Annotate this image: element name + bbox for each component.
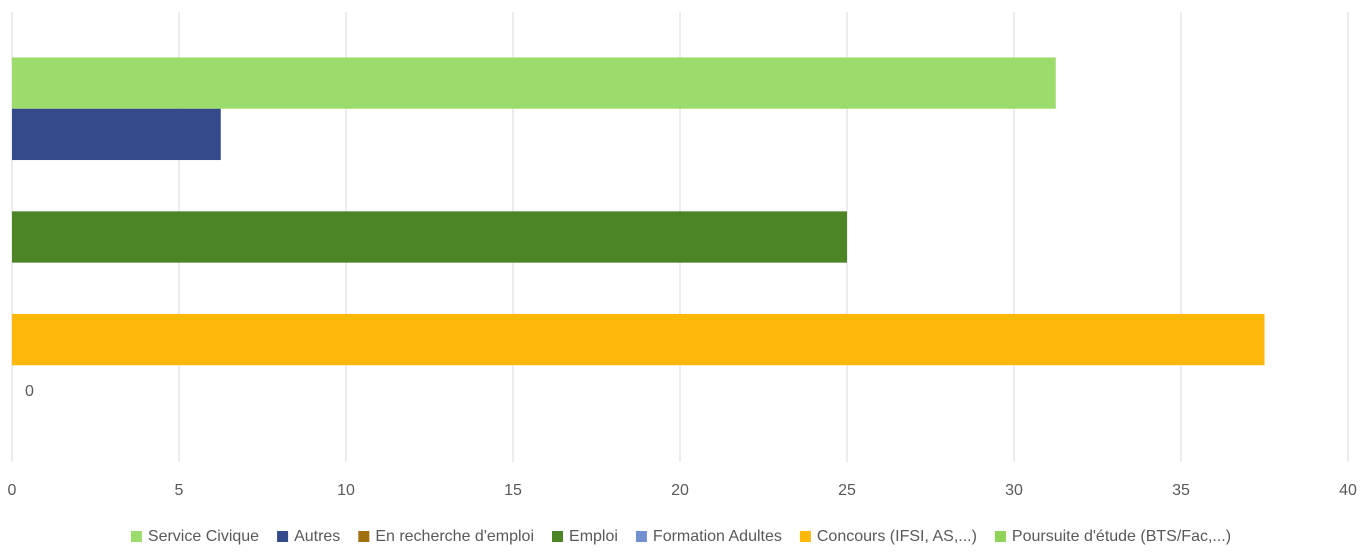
legend-label: Formation Adultes bbox=[653, 528, 782, 545]
x-tick-label: 40 bbox=[1339, 482, 1357, 499]
x-tick-label: 20 bbox=[671, 482, 689, 499]
bar bbox=[12, 211, 847, 263]
legend-swatch bbox=[552, 531, 564, 542]
legend-label: Emploi bbox=[569, 528, 618, 545]
legend-swatch bbox=[799, 531, 811, 542]
legend-swatch bbox=[358, 531, 370, 542]
legend-label: En recherche d'emploi bbox=[375, 528, 534, 545]
legend-label: Concours (IFSI, AS,...) bbox=[817, 528, 977, 545]
bar bbox=[12, 108, 221, 161]
legend-swatch bbox=[635, 531, 647, 542]
bar bbox=[12, 57, 1056, 109]
x-tick-label: 5 bbox=[175, 482, 184, 499]
legend-swatch bbox=[130, 531, 142, 542]
legend-swatch bbox=[277, 531, 289, 542]
legend-label: Poursuite d'étude (BTS/Fac,...) bbox=[1012, 528, 1231, 545]
x-tick-label: 0 bbox=[8, 482, 17, 499]
data-label: 0 bbox=[25, 383, 34, 400]
legend-swatch bbox=[994, 531, 1006, 542]
x-tick-label: 25 bbox=[838, 482, 856, 499]
x-tick-label: 35 bbox=[1172, 482, 1190, 499]
x-tick-label: 15 bbox=[504, 482, 522, 499]
legend-label: Autres bbox=[294, 528, 340, 545]
bar bbox=[12, 313, 1265, 366]
x-tick-label: 30 bbox=[1005, 482, 1023, 499]
legend-label: Service Civique bbox=[148, 528, 259, 545]
x-tick-label: 10 bbox=[337, 482, 355, 499]
